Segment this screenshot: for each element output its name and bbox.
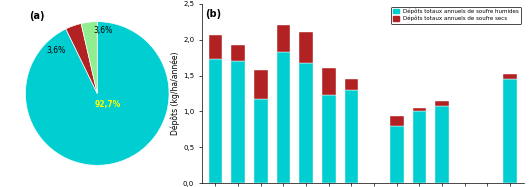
Text: (b): (b)	[205, 10, 221, 19]
Text: 3,6%: 3,6%	[46, 46, 65, 55]
Bar	[208, 35, 222, 59]
Bar	[254, 70, 268, 99]
Bar	[503, 74, 517, 79]
Bar	[390, 116, 404, 126]
Bar	[322, 95, 335, 183]
Bar	[503, 79, 517, 183]
Bar	[231, 45, 245, 61]
Bar	[345, 79, 358, 90]
Text: (a): (a)	[29, 11, 44, 21]
Bar	[413, 108, 426, 111]
Bar	[413, 111, 426, 183]
Bar	[322, 68, 335, 95]
Bar	[435, 101, 449, 106]
Bar	[390, 126, 404, 183]
Legend: Dépôts totaux annuels de soufre humides, Dépôts totaux annuels de soufre secs: Dépôts totaux annuels de soufre humides,…	[391, 7, 521, 24]
Bar	[299, 63, 313, 183]
Bar	[231, 61, 245, 183]
Wedge shape	[66, 24, 97, 94]
Text: 3,6%: 3,6%	[94, 26, 113, 35]
Bar	[299, 33, 313, 63]
Bar	[208, 59, 222, 183]
Wedge shape	[81, 22, 97, 94]
Bar	[345, 90, 358, 183]
Bar	[254, 99, 268, 183]
Y-axis label: Dépôts (kg/ha/année): Dépôts (kg/ha/année)	[171, 52, 180, 135]
Text: 92,7%: 92,7%	[95, 100, 121, 109]
Bar	[435, 106, 449, 183]
Wedge shape	[25, 22, 169, 165]
Bar	[277, 25, 290, 52]
Bar	[277, 52, 290, 183]
